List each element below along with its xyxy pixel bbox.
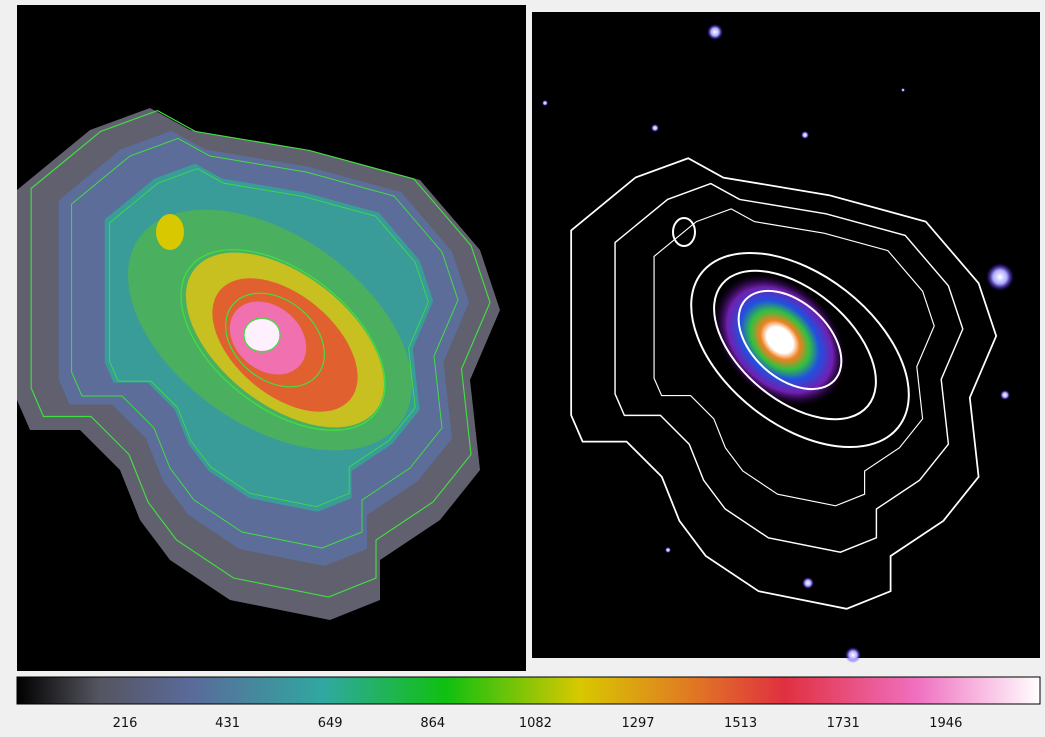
colorbar-tick-label: 649: [290, 716, 370, 731]
colorbar: [17, 677, 1040, 704]
colorbar-ticks: 216 431 649 864 1082 1297 1513 1731 1946: [0, 712, 1045, 736]
frames: [0, 0, 1045, 712]
star: [801, 131, 809, 139]
star: [651, 124, 659, 132]
star: [1000, 390, 1010, 400]
colorbar-tick-label: 431: [188, 716, 268, 731]
colorbar-tick-label: 1297: [598, 716, 678, 731]
star: [542, 100, 548, 106]
colorbar-tick-label: 1082: [495, 716, 575, 731]
star: [665, 547, 671, 553]
star: [845, 647, 861, 663]
star: [707, 24, 723, 40]
colorbar-tick-label: 1731: [803, 716, 883, 731]
star: [901, 88, 905, 92]
star: [802, 577, 814, 589]
colorbar-tick-label: 216: [85, 716, 165, 731]
colorbar-tick-label: 864: [393, 716, 473, 731]
colorbar-tick-label: 1946: [906, 716, 986, 731]
star: [986, 263, 1014, 291]
viewer: 216 431 649 864 1082 1297 1513 1731 1946: [0, 0, 1045, 737]
knot: [156, 214, 184, 250]
level-white: [244, 319, 280, 351]
colorbar-tick-label: 1513: [701, 716, 781, 731]
